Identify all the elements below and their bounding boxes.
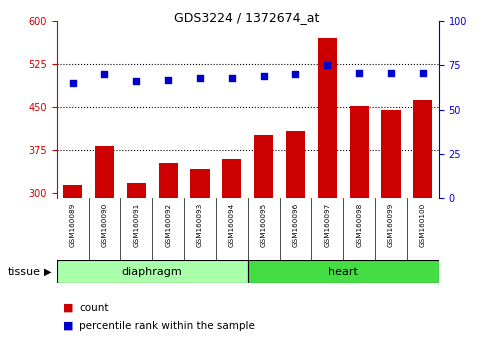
Text: GSM160093: GSM160093 <box>197 203 203 247</box>
Bar <box>350 106 369 198</box>
Text: tissue: tissue <box>7 267 40 277</box>
Bar <box>318 38 337 198</box>
Point <box>260 73 268 79</box>
Point <box>419 70 427 75</box>
Bar <box>413 100 432 198</box>
Bar <box>127 183 146 198</box>
Text: diaphragm: diaphragm <box>122 267 182 277</box>
Text: GSM160098: GSM160098 <box>356 203 362 247</box>
Point <box>323 63 331 68</box>
Bar <box>95 146 114 198</box>
Point <box>101 72 108 77</box>
Bar <box>286 131 305 198</box>
Text: GSM160099: GSM160099 <box>388 203 394 247</box>
Bar <box>222 159 242 198</box>
Bar <box>254 136 273 198</box>
Bar <box>63 185 82 198</box>
Text: GSM160097: GSM160097 <box>324 203 330 247</box>
Point <box>228 75 236 81</box>
Text: GDS3224 / 1372674_at: GDS3224 / 1372674_at <box>174 11 319 24</box>
Point <box>196 75 204 81</box>
Bar <box>190 169 210 198</box>
Point <box>387 70 395 75</box>
Text: GSM160096: GSM160096 <box>292 203 298 247</box>
Bar <box>247 260 439 283</box>
Point <box>132 79 140 84</box>
Point <box>69 80 76 86</box>
Text: heart: heart <box>328 267 358 277</box>
Text: count: count <box>79 303 108 313</box>
Text: GSM160095: GSM160095 <box>261 203 267 247</box>
Text: GSM160089: GSM160089 <box>70 203 75 247</box>
Bar <box>57 260 247 283</box>
Text: GSM160090: GSM160090 <box>102 203 107 247</box>
Point <box>164 77 172 82</box>
Point <box>291 72 299 77</box>
Point <box>355 70 363 75</box>
Text: ▶: ▶ <box>44 267 52 277</box>
Text: percentile rank within the sample: percentile rank within the sample <box>79 321 255 331</box>
Bar <box>382 110 400 198</box>
Text: ■: ■ <box>63 303 73 313</box>
Text: GSM160100: GSM160100 <box>420 203 426 247</box>
Bar <box>159 163 177 198</box>
Text: ■: ■ <box>63 321 73 331</box>
Text: GSM160094: GSM160094 <box>229 203 235 247</box>
Text: GSM160091: GSM160091 <box>133 203 140 247</box>
Text: GSM160092: GSM160092 <box>165 203 171 247</box>
